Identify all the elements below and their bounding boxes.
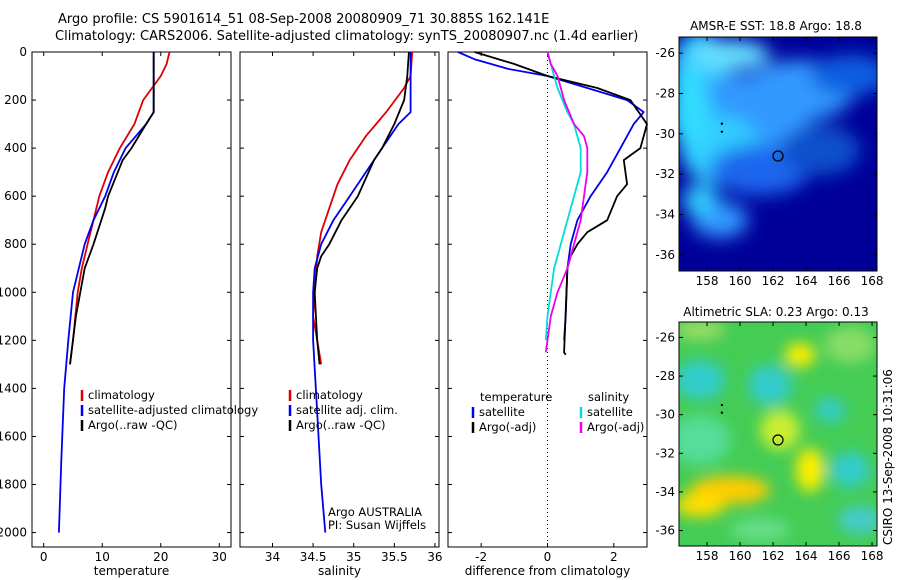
temperature-ytick-label: 200 bbox=[4, 93, 27, 107]
sst-map-ytick-label: -34 bbox=[655, 208, 675, 222]
temperature-legend-label: climatology bbox=[88, 388, 155, 402]
salinity-legend-label: climatology bbox=[296, 388, 363, 402]
temperature-ytick-label: 400 bbox=[4, 141, 27, 155]
sla-map: 158 160 162 164 166 168 -26 -28 -30 -32 -34 -36 bbox=[655, 321, 884, 563]
sla-map-ytick-label: -36 bbox=[655, 524, 675, 538]
temperature-xlabel: temperature bbox=[94, 564, 169, 578]
difference-legend-label: satellite bbox=[587, 405, 633, 419]
sla-map-xtick-label: 168 bbox=[861, 549, 884, 563]
sst-map-xtick-label: 166 bbox=[828, 274, 851, 288]
sla-map-frame bbox=[678, 321, 878, 547]
temperature-xtick-label: 10 bbox=[95, 550, 110, 564]
salinity-series-climatology bbox=[312, 51, 414, 365]
salinity-xtick-label: 35 bbox=[346, 550, 361, 564]
difference-xtick-label: 0 bbox=[544, 550, 552, 564]
difference-legend-header: temperature bbox=[480, 390, 552, 404]
sla-map-xtick-label: 164 bbox=[795, 549, 818, 563]
sla-field bbox=[679, 322, 877, 546]
sst-map-xtick-label: 162 bbox=[762, 274, 785, 288]
salinity-xtick-label: 34 bbox=[265, 550, 280, 564]
panel-salinity: 34 34.5 35 35.5 36 salinity climatologysatelli… bbox=[239, 51, 443, 578]
sla-float-marker bbox=[772, 434, 784, 446]
temperature-series-climatology bbox=[69, 51, 171, 365]
salinity-xlabel: salinity bbox=[318, 564, 361, 578]
sst-map-frame bbox=[678, 36, 878, 272]
difference-series-temperature-satellite bbox=[457, 51, 645, 341]
sst-map-xtick-label: 160 bbox=[729, 274, 752, 288]
sla-map-ytick-label: -28 bbox=[655, 369, 675, 383]
side-stamp: CSIRO 13-Sep-2008 10:31:06 bbox=[881, 369, 895, 545]
temperature-ytick-label: 1800 bbox=[0, 478, 27, 492]
sla-map-xtick-label: 166 bbox=[828, 549, 851, 563]
temperature-series-argo-raw-qc- bbox=[69, 52, 155, 365]
sla-map-xtick-label: 162 bbox=[762, 549, 785, 563]
sla-map-title: Altimetric SLA: 0.23 Argo: 0.13 bbox=[683, 305, 868, 319]
temperature-ytick-label: 800 bbox=[4, 237, 27, 251]
sst-field bbox=[679, 37, 877, 271]
temperature-ytick-label: 2000 bbox=[0, 526, 27, 540]
difference-xlabel: difference from climatology bbox=[465, 564, 631, 578]
difference-legend-header: salinity bbox=[588, 390, 629, 404]
temperature-ytick-label: 1600 bbox=[0, 429, 27, 443]
panel-temperature: 0 10 20 30 temperature 0 200 400 600 800 1000 1200 1… bbox=[0, 45, 258, 578]
figure-title-line2: Climatology: CARS2006. Satellite-adjuste… bbox=[55, 29, 639, 44]
sst-map-island-dot bbox=[720, 122, 724, 125]
difference-series-salinity-argo-adj- bbox=[544, 51, 589, 353]
temperature-ytick-label: 600 bbox=[4, 189, 27, 203]
salinity-annotation: Argo AUSTRALIA bbox=[328, 505, 422, 519]
difference-legend-label: Argo(-adj) bbox=[479, 420, 536, 434]
difference-xtick-label: -2 bbox=[475, 550, 487, 564]
salinity-xtick-label: 35.5 bbox=[381, 550, 408, 564]
temperature-series-satellite-adjusted-climatology bbox=[58, 52, 155, 533]
temperature-ytick-label: 1200 bbox=[0, 333, 27, 347]
sst-map-xtick-label: 168 bbox=[861, 274, 884, 288]
temperature-ytick-label: 1400 bbox=[0, 381, 27, 395]
temperature-ytick-label: 1000 bbox=[0, 285, 27, 299]
salinity-series-satellite-adj-clim- bbox=[312, 52, 412, 533]
sst-map-title: AMSR-E SST: 18.8 Argo: 18.8 bbox=[690, 19, 862, 33]
sla-map-ytick-label: -32 bbox=[655, 446, 675, 460]
temperature-xtick-label: 30 bbox=[212, 550, 227, 564]
salinity-series-argo-raw-qc- bbox=[313, 51, 410, 365]
sla-map-ytick-label: -34 bbox=[655, 485, 675, 499]
temperature-xtick-label: 0 bbox=[40, 550, 48, 564]
sst-map-xtick-label: 158 bbox=[696, 274, 719, 288]
salinity-annotation: PI: Susan Wijffels bbox=[328, 518, 426, 532]
sla-map-xtick-label: 160 bbox=[729, 549, 752, 563]
sst-map-ytick-label: -32 bbox=[655, 167, 675, 181]
difference-xtick-label: 2 bbox=[610, 550, 618, 564]
sst-map-ytick-label: -36 bbox=[655, 248, 675, 262]
sst-map-xtick-label: 164 bbox=[795, 274, 818, 288]
salinity-xtick-label: 36 bbox=[427, 550, 442, 564]
sst-map: 158 160 162 164 166 168 -26 -28 -30 -32 -34 -36 bbox=[655, 36, 884, 288]
salinity-xtick-label: 34.5 bbox=[300, 550, 327, 564]
figure-title-line1: Argo profile: CS 5901614_51 08-Sep-2008 … bbox=[58, 12, 550, 27]
salinity-legend-label: satellite adj. clim. bbox=[296, 403, 398, 417]
sla-map-island-dot bbox=[720, 403, 724, 407]
sla-map-ytick-label: -30 bbox=[655, 408, 675, 422]
salinity-legend-label: Argo(..raw -QC) bbox=[296, 418, 386, 432]
temperature-ytick-label: 0 bbox=[19, 45, 27, 59]
sst-map-ytick-label: -26 bbox=[655, 46, 675, 60]
difference-series-salinity-satellite bbox=[544, 51, 582, 341]
sst-map-ytick-label: -30 bbox=[655, 127, 675, 141]
temperature-xtick-label: 20 bbox=[153, 550, 168, 564]
sla-map-ytick-label: -26 bbox=[655, 330, 675, 344]
sst-float-marker bbox=[772, 150, 784, 162]
difference-legend-label: Argo(-adj) bbox=[587, 420, 644, 434]
sla-map-xtick-label: 158 bbox=[696, 549, 719, 563]
difference-legend-label: satellite bbox=[479, 405, 525, 419]
salinity-frame bbox=[239, 51, 440, 548]
sla-map-island-dot bbox=[720, 411, 724, 414]
temperature-frame bbox=[31, 51, 232, 548]
sst-map-ytick-label: -28 bbox=[655, 86, 675, 100]
sst-map-island-dot bbox=[720, 130, 724, 134]
temperature-legend-label: Argo(..raw -QC) bbox=[88, 418, 178, 432]
temperature-legend-label: satellite-adjusted climatology bbox=[88, 403, 258, 417]
